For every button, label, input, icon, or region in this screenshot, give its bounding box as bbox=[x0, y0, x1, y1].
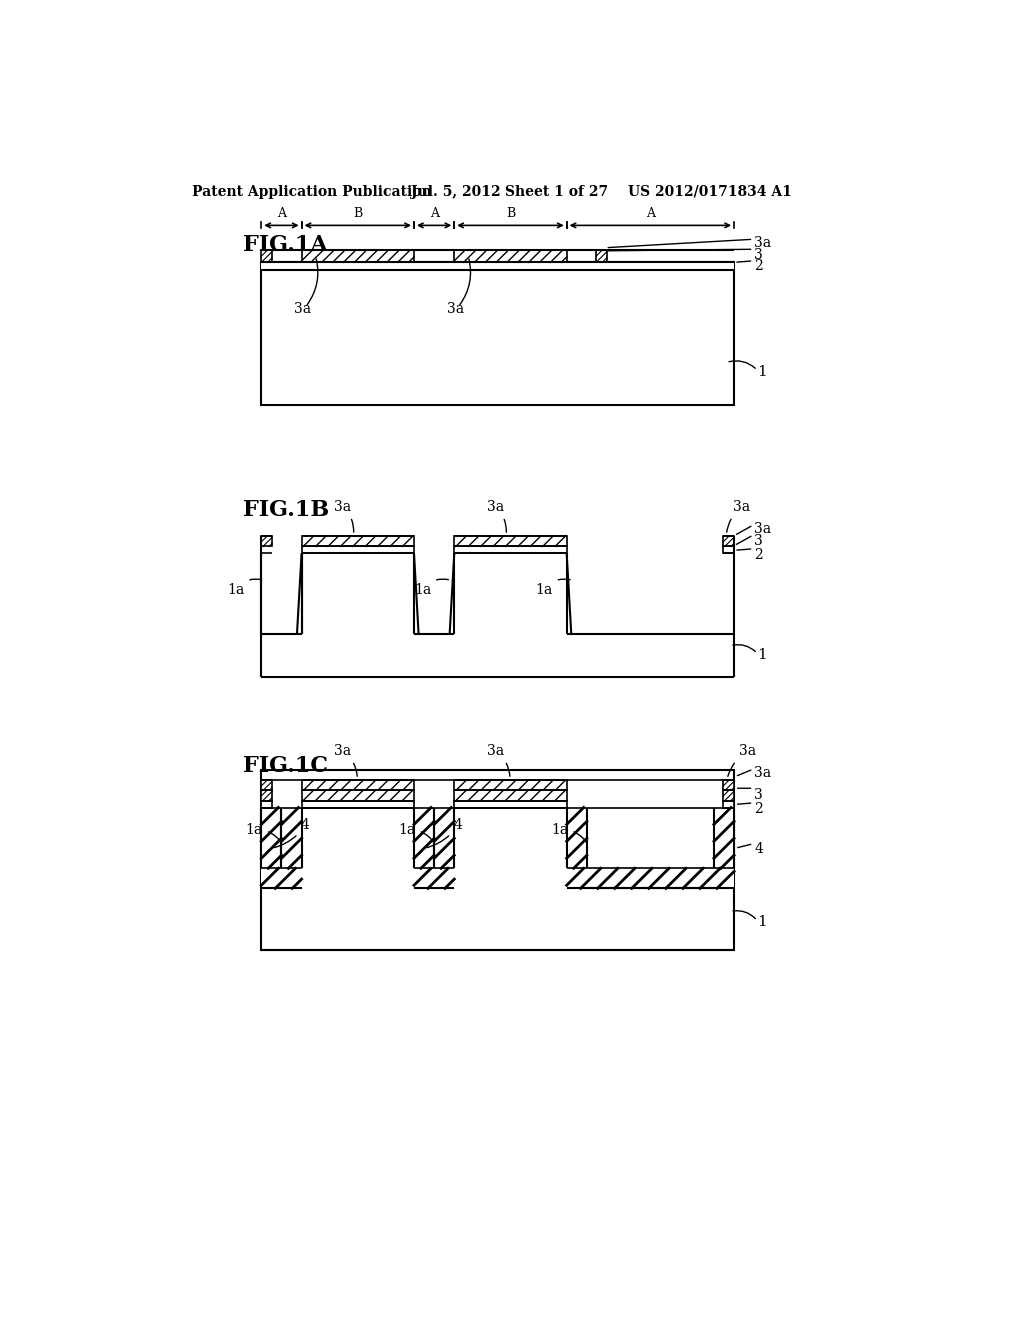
Text: 3: 3 bbox=[755, 535, 763, 548]
Text: 2: 2 bbox=[755, 803, 763, 816]
Text: A: A bbox=[646, 207, 655, 220]
Text: 1: 1 bbox=[758, 364, 767, 379]
Text: 1: 1 bbox=[758, 648, 767, 663]
Text: 3a: 3a bbox=[755, 766, 771, 780]
Text: 2: 2 bbox=[755, 259, 763, 273]
Text: 3a: 3a bbox=[755, 236, 771, 251]
Bar bbox=[566, 869, 734, 888]
Bar bbox=[261, 249, 272, 263]
Text: FIG.1C: FIG.1C bbox=[243, 755, 328, 777]
Bar bbox=[261, 780, 272, 789]
Bar bbox=[261, 808, 282, 869]
Text: Sheet 1 of 27: Sheet 1 of 27 bbox=[506, 185, 608, 198]
Bar bbox=[434, 808, 455, 869]
Text: 3a: 3a bbox=[727, 500, 750, 532]
Bar bbox=[302, 536, 414, 546]
Bar bbox=[282, 808, 302, 869]
Bar bbox=[596, 249, 607, 263]
Bar bbox=[261, 869, 302, 888]
Bar bbox=[566, 808, 587, 869]
Text: FIG.1B: FIG.1B bbox=[243, 499, 329, 520]
Bar bbox=[261, 789, 272, 800]
Bar bbox=[455, 800, 566, 808]
Text: 3a: 3a bbox=[755, 521, 771, 536]
Text: 1a: 1a bbox=[536, 579, 570, 597]
Text: 3: 3 bbox=[755, 248, 763, 263]
Text: 3a: 3a bbox=[334, 744, 357, 776]
Text: FIG.1A: FIG.1A bbox=[243, 234, 328, 256]
Bar bbox=[302, 546, 414, 553]
Text: 4: 4 bbox=[274, 818, 309, 847]
Text: 4: 4 bbox=[755, 842, 763, 857]
Text: 1a: 1a bbox=[414, 579, 449, 597]
Bar bbox=[714, 808, 734, 869]
Bar bbox=[302, 789, 414, 800]
Text: Patent Application Publication: Patent Application Publication bbox=[191, 185, 431, 198]
Text: 3a: 3a bbox=[728, 744, 756, 776]
Bar bbox=[723, 789, 734, 800]
Bar bbox=[455, 789, 566, 800]
Bar bbox=[414, 808, 434, 869]
Text: 3: 3 bbox=[755, 788, 763, 803]
Text: 3a: 3a bbox=[294, 302, 311, 317]
Bar bbox=[302, 800, 414, 808]
Text: 1a: 1a bbox=[398, 822, 434, 843]
Bar bbox=[455, 780, 566, 789]
Bar bbox=[261, 263, 734, 271]
Text: 3a: 3a bbox=[486, 744, 510, 776]
Bar bbox=[261, 263, 734, 405]
Text: 1a: 1a bbox=[551, 822, 587, 843]
Text: 3a: 3a bbox=[334, 500, 353, 532]
Text: 2: 2 bbox=[755, 548, 763, 562]
Bar bbox=[261, 770, 734, 950]
Text: 4: 4 bbox=[427, 818, 463, 847]
Text: US 2012/0171834 A1: US 2012/0171834 A1 bbox=[628, 185, 792, 198]
Text: Jul. 5, 2012: Jul. 5, 2012 bbox=[411, 185, 501, 198]
Text: 1: 1 bbox=[758, 915, 767, 929]
Bar bbox=[723, 800, 734, 808]
Text: 1a: 1a bbox=[246, 822, 282, 843]
Text: 1a: 1a bbox=[227, 579, 262, 597]
Text: B: B bbox=[353, 207, 362, 220]
Bar bbox=[455, 546, 566, 553]
Text: A: A bbox=[430, 207, 438, 220]
Bar bbox=[414, 869, 455, 888]
Bar bbox=[302, 249, 414, 263]
Text: 3a: 3a bbox=[446, 302, 464, 317]
Bar bbox=[723, 780, 734, 789]
Bar bbox=[261, 546, 272, 553]
Text: B: B bbox=[506, 207, 515, 220]
Bar bbox=[302, 780, 414, 789]
Bar bbox=[455, 536, 566, 546]
Bar bbox=[261, 536, 272, 546]
Bar bbox=[723, 536, 734, 546]
Bar bbox=[261, 800, 272, 808]
Bar bbox=[723, 546, 734, 553]
Bar bbox=[455, 249, 566, 263]
Text: 3a: 3a bbox=[486, 500, 507, 532]
Text: A: A bbox=[276, 207, 286, 220]
